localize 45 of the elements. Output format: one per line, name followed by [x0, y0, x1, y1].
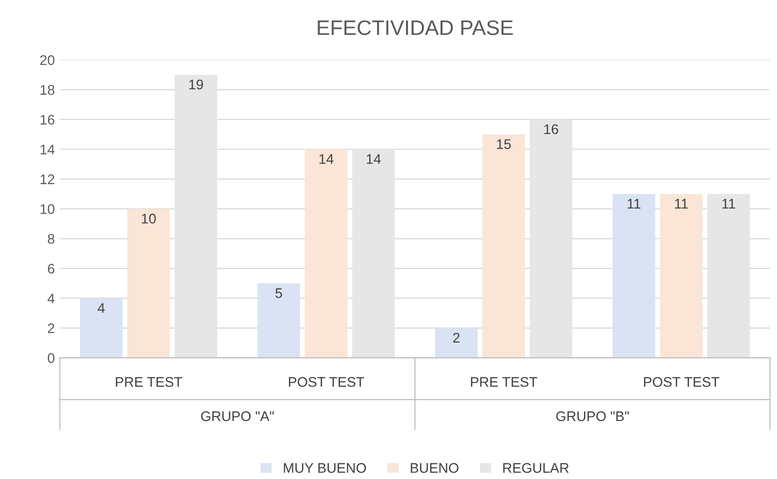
legend-label: MUY BUENO: [284, 463, 366, 473]
bar: [612, 194, 656, 358]
bar: [482, 134, 525, 358]
bar: [257, 283, 300, 358]
y-tick-label: 0: [48, 353, 54, 363]
y-tick-label: 10: [40, 204, 54, 214]
bar: [707, 194, 750, 358]
data-label: 4: [98, 303, 105, 313]
data-label: 10: [142, 214, 156, 224]
y-tick-label: 14: [40, 144, 55, 154]
bar: [435, 328, 478, 358]
y-tick-label: 8: [48, 234, 54, 244]
y-tick-label: 2: [48, 323, 54, 334]
bar: [174, 74, 218, 358]
bar: [80, 298, 123, 358]
x-tick-label: PRE TEST: [470, 377, 538, 387]
data-label: 11: [628, 198, 640, 208]
x-tick-label: POST TEST: [644, 377, 720, 387]
data-label: 11: [722, 198, 736, 208]
data-label: 5: [275, 288, 282, 298]
text: GRUPO "B": [556, 411, 629, 422]
data-label: 15: [497, 139, 511, 150]
chart-title: EFECTIVIDAD PASE: [318, 20, 513, 36]
text: GRUPO "A": [201, 411, 274, 422]
y-tick-label: 6: [48, 264, 54, 274]
y-tick-label: 20: [40, 55, 54, 66]
y-tick-label: 18: [40, 85, 54, 95]
legend-label: REGULAR: [503, 463, 569, 473]
legend-label: BUENO: [410, 463, 458, 473]
bar: [660, 194, 703, 358]
y-tick-label: 12: [40, 174, 54, 184]
data-label: 14: [319, 154, 334, 164]
y-tick-label: 4: [48, 294, 55, 304]
bar: [530, 119, 572, 358]
y-tick-label: 16: [40, 114, 54, 125]
data-label: 19: [189, 80, 204, 90]
bar: [127, 208, 170, 358]
x-tick-label: POST TEST: [288, 377, 364, 387]
data-label: 16: [544, 124, 558, 134]
x-tick-label: PRE TEST: [116, 377, 182, 387]
data-label: 2: [453, 332, 460, 343]
bar: [304, 149, 348, 358]
data-label: 14: [366, 154, 381, 164]
bar: [352, 149, 395, 358]
data-label: 11: [675, 198, 688, 208]
